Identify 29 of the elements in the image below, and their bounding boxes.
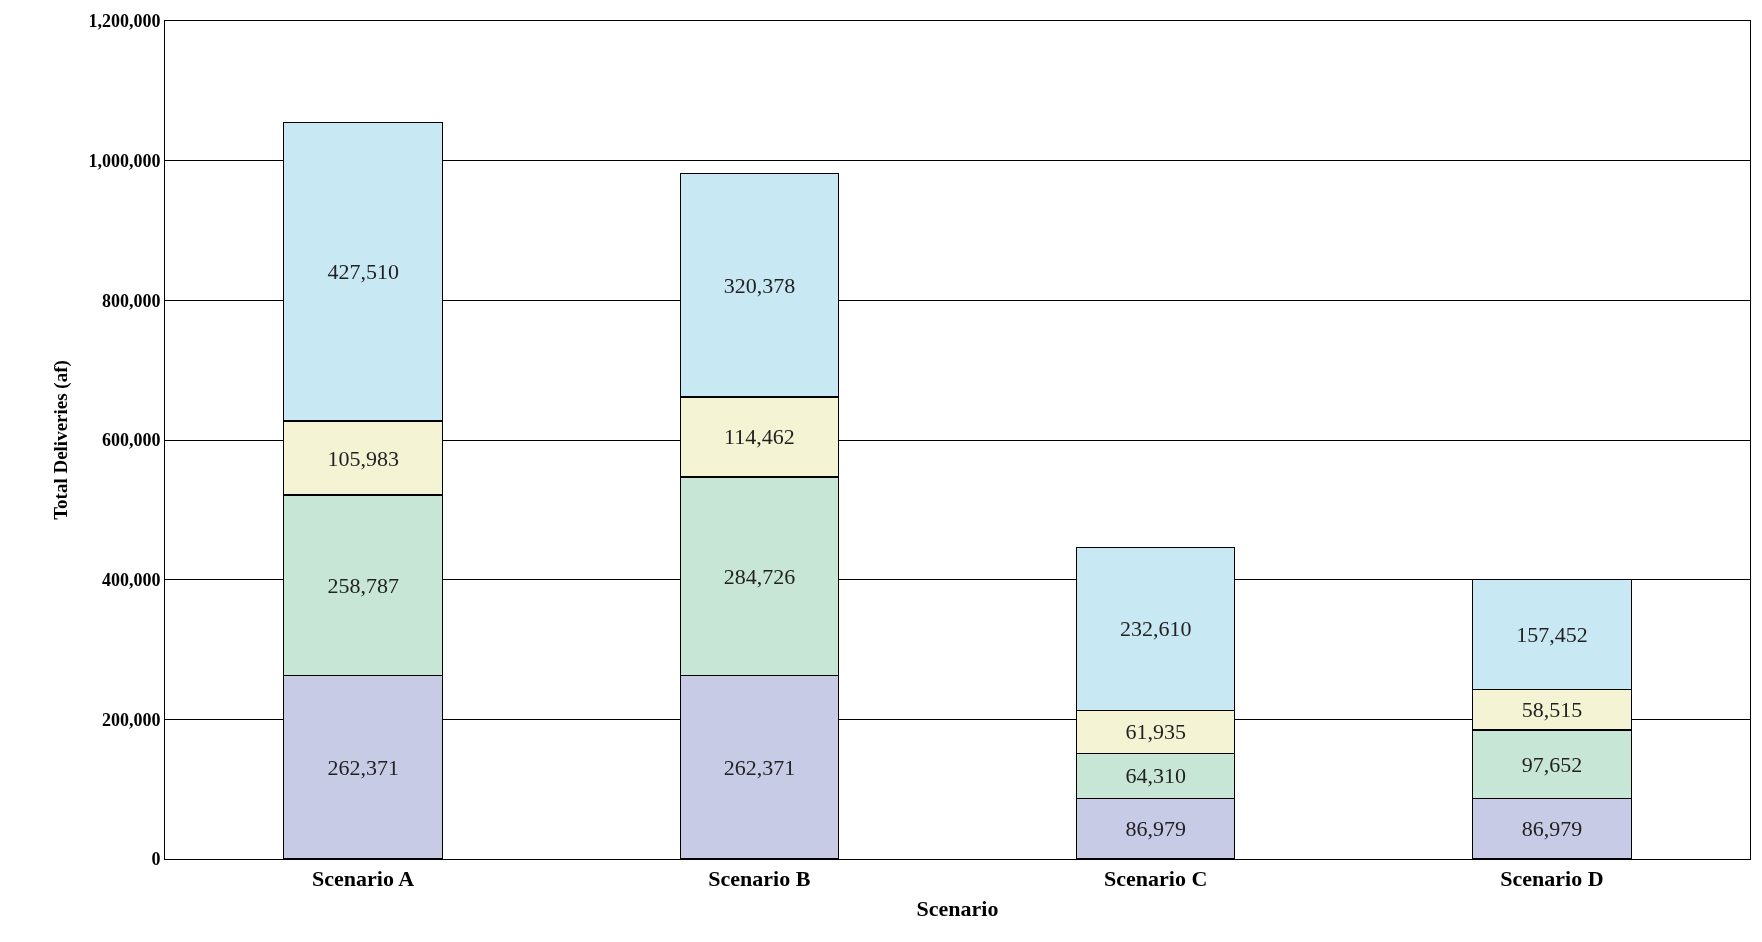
y-axis-title: Total Deliveries (af) bbox=[50, 360, 73, 520]
x-axis-title: Scenario bbox=[916, 896, 999, 922]
data-label: 97,652 bbox=[1521, 751, 1583, 777]
y-tick-label: 0 bbox=[151, 849, 161, 870]
data-label: 105,983 bbox=[327, 445, 399, 471]
data-label: 320,378 bbox=[723, 272, 796, 298]
data-label: 427,510 bbox=[327, 259, 399, 285]
data-label: 284,726 bbox=[723, 563, 796, 589]
data-label: 61,935 bbox=[1125, 719, 1186, 745]
data-label: 114,462 bbox=[724, 424, 795, 450]
data-label: 262,371 bbox=[723, 754, 796, 780]
y-tick-label: 400,000 bbox=[101, 569, 161, 590]
data-label: 86,979 bbox=[1521, 816, 1583, 842]
x-tick-label: Scenario D bbox=[1500, 866, 1604, 892]
data-label: 258,787 bbox=[327, 572, 399, 598]
y-tick-label: 1,000,000 bbox=[88, 150, 161, 171]
x-tick-label: Scenario B bbox=[708, 866, 811, 892]
data-label: 58,515 bbox=[1521, 697, 1583, 723]
y-tick-label: 600,000 bbox=[101, 430, 161, 451]
data-label: 157,452 bbox=[1516, 621, 1588, 647]
y-tick-label: 200,000 bbox=[101, 709, 161, 730]
y-tick-label: 1,200,000 bbox=[88, 11, 161, 32]
data-label: 64,310 bbox=[1125, 763, 1186, 789]
x-tick-label: Scenario C bbox=[1104, 866, 1208, 892]
data-label: 232,610 bbox=[1119, 616, 1192, 642]
x-tick-label: Scenario A bbox=[312, 866, 415, 892]
data-label: 86,979 bbox=[1125, 816, 1186, 842]
data-label: 262,371 bbox=[327, 754, 399, 780]
y-tick-label: 800,000 bbox=[101, 290, 161, 311]
